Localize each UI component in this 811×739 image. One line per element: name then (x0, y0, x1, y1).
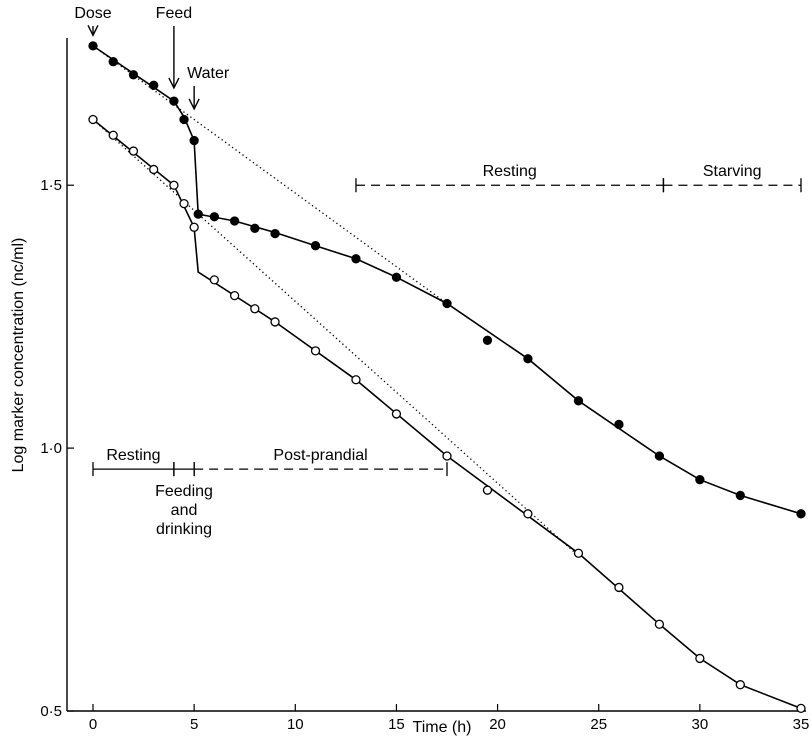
annotation-dose: Dose (74, 5, 111, 22)
annotation-feed: Feed (156, 5, 192, 22)
data-point-open (695, 653, 705, 664)
data-point-filled (523, 354, 533, 364)
data-point-filled (250, 223, 260, 233)
x-tick-label: 10 (287, 716, 304, 733)
x-tick-label: 25 (590, 716, 607, 733)
data-point-filled (614, 419, 624, 430)
data-point-open (442, 451, 452, 461)
data-point-open (351, 375, 361, 385)
axes: 0 5 10 15 20 25 30 35 0·5 1·0 1·5 (40, 38, 809, 733)
data-point-open (796, 703, 806, 714)
data-point-filled (128, 70, 139, 80)
data-point-filled (179, 114, 189, 125)
data-point-open (108, 130, 118, 140)
x-tick-label: 15 (388, 716, 405, 733)
data-point-filled (108, 57, 118, 67)
data-point-filled (695, 475, 705, 485)
data-point-open (573, 548, 584, 558)
period-label: Starving (703, 163, 762, 180)
data-point-filled (482, 335, 493, 345)
arrow-head (87, 25, 99, 37)
data-point-filled (735, 490, 745, 501)
x-axis-label: Time (h) (413, 719, 472, 736)
y-tick-label: 0·5 (40, 703, 62, 720)
period-label: Feeding (155, 483, 213, 500)
y-tick-label: 1·0 (40, 440, 62, 457)
annotations: Dose Feed Water (74, 5, 230, 111)
data-point-filled (270, 228, 280, 239)
series-line-filled (92, 45, 802, 515)
x-tick-label: 5 (190, 716, 198, 733)
x-tick-label: 30 (692, 716, 709, 733)
data-point-open (250, 304, 260, 314)
dotted-line-open (92, 119, 579, 557)
data-point-filled (193, 209, 203, 219)
data-point-open (523, 509, 533, 519)
data-point-filled (310, 241, 321, 251)
data-point-filled (654, 451, 665, 461)
series-line-open (92, 118, 802, 710)
period-label: and (171, 502, 198, 519)
data-point-open (88, 114, 98, 125)
data-point-filled (391, 272, 402, 282)
data-point-open (270, 317, 280, 327)
period-label: Resting (106, 447, 160, 464)
x-tick-label: 0 (89, 716, 97, 733)
data-point-filled (573, 396, 584, 406)
data-point-open (735, 680, 745, 690)
data-point-open (149, 164, 159, 175)
x-tick-label: 35 (793, 716, 810, 733)
period-label: Post-prandial (273, 447, 367, 464)
data-point-open (654, 619, 665, 629)
data-point-filled (442, 298, 452, 309)
data-point-open (128, 146, 139, 156)
annotation-water: Water (187, 65, 230, 82)
data-point-filled (229, 216, 240, 226)
data-point-filled (351, 254, 361, 264)
data-point-filled (209, 212, 220, 222)
data-point-open (614, 582, 624, 593)
data-point-open (169, 180, 179, 190)
arrow-head (168, 77, 180, 90)
y-axis-label: Log marker concentration (nc/ml) (10, 238, 27, 473)
dotted-line-filled (92, 45, 448, 305)
data-point-filled (796, 509, 806, 519)
data-point-open (310, 346, 321, 356)
data-point-open (189, 222, 199, 232)
x-tick-label: 20 (489, 716, 506, 733)
data-point-filled (149, 80, 159, 90)
data-point-filled (169, 96, 179, 106)
data-point-open (229, 290, 240, 301)
series-lines (92, 45, 802, 710)
series-markers (88, 41, 806, 714)
data-point-open (209, 275, 220, 285)
data-point-filled (189, 135, 199, 146)
y-tick-label: 1·5 (40, 177, 62, 194)
period-bars: Resting Starving Resting Feeding and drinking… (92, 163, 802, 538)
period-label: drinking (156, 521, 212, 538)
period-label: Resting (483, 163, 537, 180)
data-point-open (179, 198, 189, 209)
arrow-head (188, 98, 200, 111)
data-point-open (391, 409, 402, 419)
data-point-filled (88, 41, 98, 51)
data-point-open (482, 485, 493, 495)
